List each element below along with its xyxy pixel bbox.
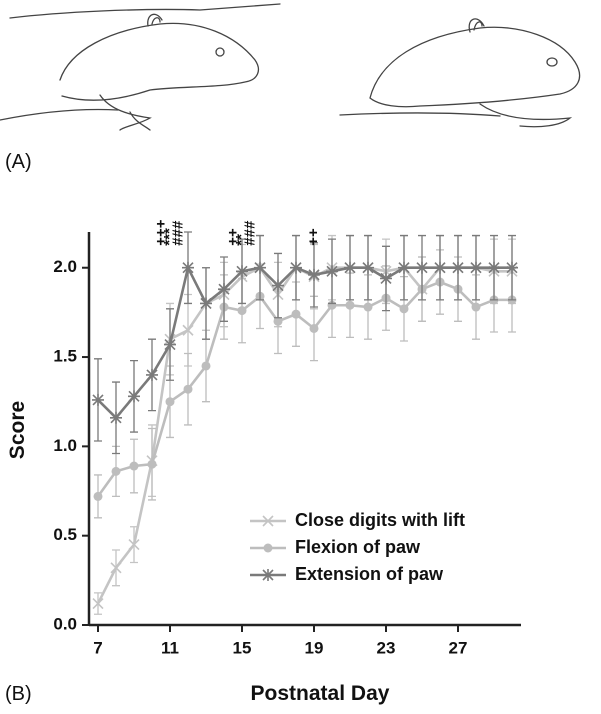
series-line bbox=[97, 263, 512, 420]
point bbox=[92, 393, 104, 406]
legend-marker bbox=[262, 569, 274, 581]
point bbox=[93, 491, 103, 501]
x-tick-label: 11 bbox=[161, 638, 179, 657]
point bbox=[470, 261, 482, 274]
point bbox=[182, 324, 194, 336]
y-tick-label: 1.5 bbox=[53, 347, 77, 366]
point bbox=[165, 397, 175, 407]
point bbox=[236, 265, 248, 278]
point bbox=[164, 338, 176, 351]
point bbox=[218, 283, 230, 296]
significance-mark: +++ bbox=[152, 219, 169, 246]
point bbox=[471, 302, 481, 312]
legend-marker bbox=[262, 515, 274, 527]
significance-mark: *** bbox=[161, 228, 178, 246]
legend-label: Flexion of paw bbox=[295, 537, 421, 557]
point bbox=[146, 368, 158, 381]
x-tick-label: 23 bbox=[377, 638, 396, 657]
y-tick-label: 2.0 bbox=[53, 257, 77, 276]
mouse-sketch-left bbox=[0, 3, 281, 131]
y-tick-label: 0.0 bbox=[53, 614, 77, 633]
point bbox=[273, 316, 283, 326]
series bbox=[92, 231, 518, 455]
point bbox=[344, 261, 356, 274]
point bbox=[399, 304, 409, 314]
point bbox=[416, 261, 428, 274]
point bbox=[182, 261, 194, 274]
y-tick-label: 0.5 bbox=[53, 525, 77, 544]
point bbox=[147, 459, 157, 469]
point bbox=[291, 309, 301, 319]
point bbox=[308, 268, 320, 281]
significance-mark: ### bbox=[169, 220, 186, 246]
point bbox=[201, 361, 211, 371]
x-tick-label: 27 bbox=[449, 638, 468, 657]
point bbox=[345, 300, 355, 310]
point bbox=[183, 384, 193, 394]
significance-mark: ++ bbox=[224, 228, 241, 246]
point bbox=[128, 539, 140, 551]
point bbox=[128, 390, 140, 403]
point bbox=[362, 261, 374, 274]
point bbox=[309, 323, 319, 333]
point bbox=[488, 261, 500, 274]
y-tick-label: 1.0 bbox=[53, 436, 77, 455]
series bbox=[92, 234, 518, 615]
legend-label: Close digits with lift bbox=[295, 510, 465, 530]
point bbox=[129, 461, 139, 471]
point bbox=[290, 261, 302, 274]
point bbox=[363, 302, 373, 312]
point bbox=[452, 261, 464, 274]
series-line bbox=[96, 280, 512, 498]
point bbox=[326, 265, 338, 278]
panel-label: (B) bbox=[5, 683, 32, 705]
point bbox=[254, 261, 266, 274]
x-axis-title: Postnatal Day bbox=[251, 682, 390, 705]
mouse-sketch-right bbox=[339, 18, 581, 128]
significance-mark: ** bbox=[233, 234, 250, 246]
point bbox=[111, 466, 121, 476]
point bbox=[434, 261, 446, 274]
point bbox=[200, 297, 212, 310]
point bbox=[380, 272, 392, 285]
point bbox=[506, 261, 518, 274]
x-tick-label: 15 bbox=[233, 638, 252, 657]
point bbox=[110, 411, 122, 424]
legend-label: Extension of paw bbox=[295, 564, 444, 584]
legend-marker bbox=[263, 543, 273, 553]
y-axis-title: Score bbox=[6, 401, 29, 459]
point bbox=[272, 279, 284, 292]
x-tick-label: 19 bbox=[305, 638, 324, 657]
point bbox=[398, 261, 410, 274]
point bbox=[110, 562, 122, 574]
point bbox=[237, 306, 247, 316]
significance-mark: ++ bbox=[305, 228, 322, 246]
significance-mark: ### bbox=[241, 220, 258, 246]
panel-label: (A) bbox=[5, 151, 32, 173]
x-tick-label: 7 bbox=[93, 638, 102, 657]
series bbox=[93, 249, 517, 519]
point bbox=[92, 597, 104, 610]
